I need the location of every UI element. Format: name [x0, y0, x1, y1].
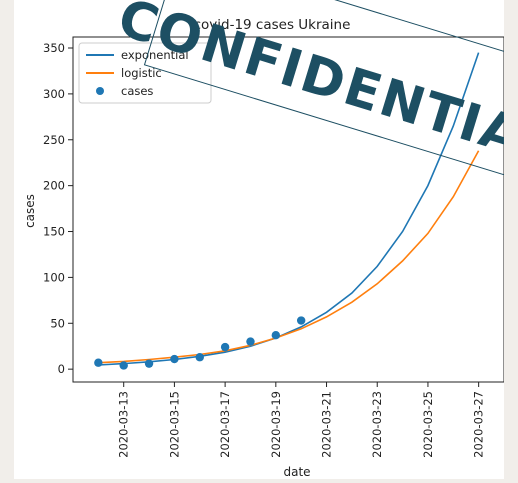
x-tick-label: 2020-03-25 [421, 391, 435, 458]
x-tick-label: 2020-03-21 [320, 391, 334, 458]
data-point [195, 353, 204, 362]
y-tick-label: 150 [43, 225, 65, 239]
data-point [296, 316, 306, 325]
y-tick-label: 0 [58, 362, 65, 376]
y-tick-label: 300 [43, 87, 65, 101]
x-tick-label: 2020-03-19 [269, 391, 283, 458]
y-axis-label: cases [23, 194, 37, 228]
legend-label: cases [121, 84, 153, 98]
legend-label: exponential [121, 48, 189, 62]
data-point [220, 342, 230, 352]
series-line-exponential [98, 52, 480, 366]
y-tick-label: 350 [43, 41, 65, 55]
x-tick-label: 2020-03-27 [472, 391, 486, 458]
series-line-logistic [98, 150, 480, 364]
legend: exponential logistic cases [78, 42, 212, 104]
x-axis-label: date [283, 465, 310, 479]
x-tick-label: 2020-03-15 [167, 391, 181, 458]
axes: 0 50 100 150 200 250 300 350 2020-03-13 2020-03-1… [43, 36, 505, 458]
plot-area [94, 52, 480, 370]
data-point [119, 361, 128, 370]
data-point [271, 331, 281, 340]
legend-swatch [96, 87, 104, 95]
data-point [94, 358, 103, 367]
legend-label: logistic [121, 66, 162, 80]
series-group [94, 52, 480, 370]
figure: covid-19 cases Ukraine 0 50 100 150 200 250 30… [14, 0, 518, 479]
x-tick-label: 2020-03-13 [117, 391, 131, 458]
data-point [144, 359, 154, 368]
x-tick-label: 2020-03-23 [370, 391, 384, 458]
y-tick-label: 50 [50, 316, 65, 330]
y-tick-label: 200 [43, 179, 65, 193]
y-tick-label: 250 [43, 133, 65, 147]
chart: covid-19 cases Ukraine 0 50 100 150 200 250 30… [23, 0, 518, 479]
x-tick-label: 2020-03-17 [218, 391, 232, 458]
stamp-border [143, 0, 518, 177]
y-tick-label: 100 [43, 270, 65, 284]
legend-box [78, 42, 212, 104]
chart-title: covid-19 cases Ukraine [194, 17, 351, 33]
data-point [246, 337, 255, 346]
data-point [170, 354, 179, 364]
